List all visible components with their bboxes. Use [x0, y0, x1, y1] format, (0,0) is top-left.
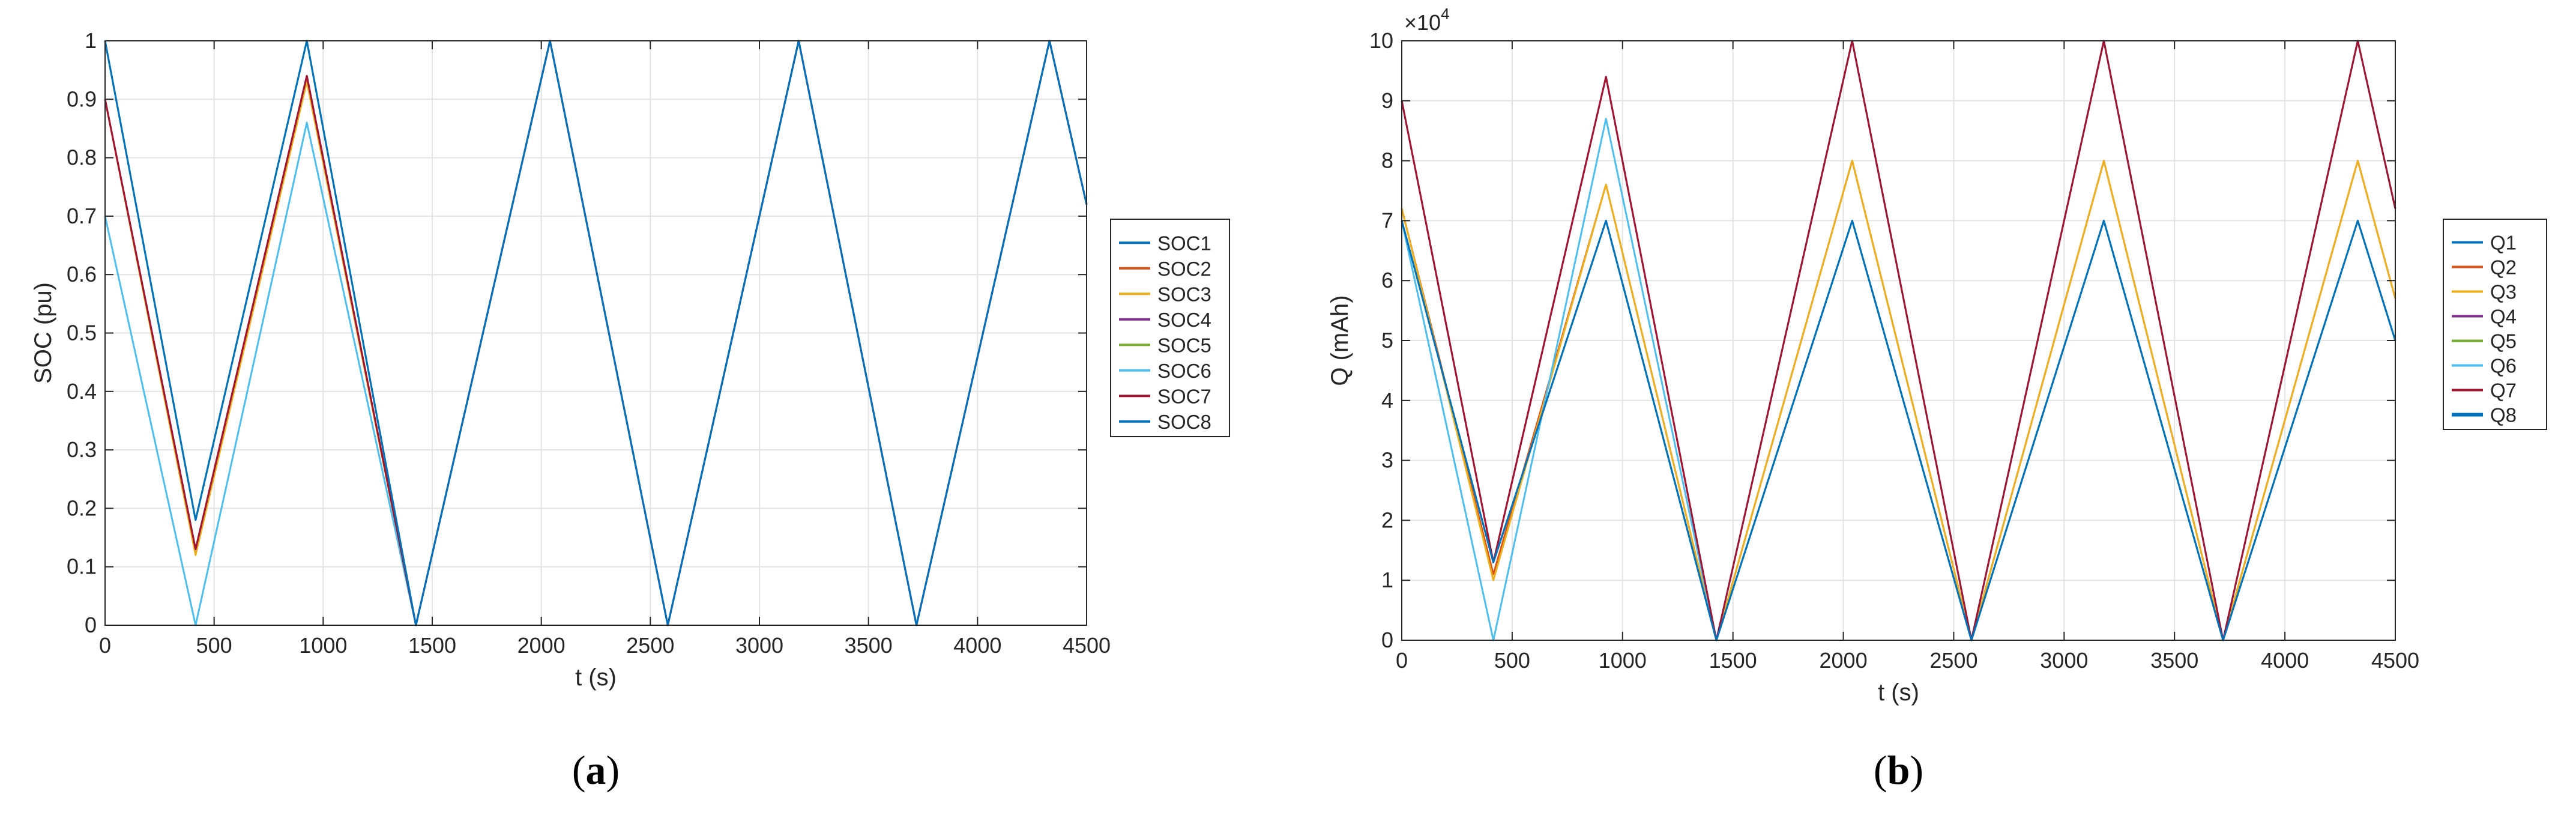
y-tick-label: 6: [1381, 268, 1393, 292]
y-tick-label: 0.4: [67, 379, 97, 404]
y-tick-label: 5: [1381, 328, 1393, 353]
legend-entry: Q5: [2490, 330, 2517, 353]
y-tick-label: 8: [1381, 148, 1393, 173]
legend-entry: SOC4: [1157, 309, 1211, 331]
legend-entry: Q6: [2490, 355, 2517, 377]
x-tick-label: 1000: [1599, 648, 1647, 673]
x-tick-label: 1000: [299, 633, 347, 658]
y-tick-label: 1: [1381, 568, 1393, 592]
y-tick-label: 0.9: [67, 86, 97, 111]
legend-box: [2443, 219, 2547, 430]
legend-entry: SOC8: [1157, 411, 1211, 433]
panel-caption: (b): [1874, 747, 1923, 793]
legend-box: [1110, 219, 1230, 437]
legend: SOC1 SOC2 SOC3 SOC4 SOC5 SOC6 SOC7 SOC8: [1110, 219, 1230, 437]
x-tick-label: 2000: [1820, 648, 1868, 673]
legend-entry: SOC2: [1157, 258, 1211, 280]
x-tick-label: 3500: [845, 633, 893, 658]
y-tick-label: 9: [1381, 88, 1393, 113]
panel-caption: (a): [572, 747, 620, 793]
y-tick-label: 1: [85, 28, 97, 53]
x-tick-label: 0: [1396, 648, 1408, 673]
legend-entry: Q7: [2490, 380, 2517, 402]
y-tick-label: 0.1: [67, 554, 97, 579]
legend-entry: Q3: [2490, 281, 2517, 303]
series-line-q8: [1401, 219, 2397, 641]
x-tick-label: 500: [1494, 648, 1530, 673]
y-tick-label: 0.6: [67, 262, 97, 286]
legend-entry: Q2: [2490, 256, 2517, 279]
y-tick-label: 7: [1381, 208, 1393, 232]
legend-entry: SOC3: [1157, 283, 1211, 305]
y-tick-label: 0: [1381, 628, 1393, 652]
legend-entry: Q1: [2490, 232, 2517, 254]
x-tick-label: 2000: [517, 633, 566, 658]
legend-entry: Q4: [2490, 306, 2517, 328]
x-tick-label: 0: [99, 633, 111, 658]
x-tick-label: 4000: [2261, 648, 2309, 673]
x-axis-label: t (s): [1878, 679, 1919, 706]
y-tick-label: 0.7: [67, 204, 97, 228]
legend-entry: SOC7: [1157, 385, 1211, 407]
x-tick-label: 1500: [408, 633, 456, 658]
x-tick-label: 500: [196, 633, 232, 658]
y-tick-label: 10: [1369, 28, 1393, 53]
y-tick-label: 3: [1381, 448, 1393, 473]
legend-entry: SOC5: [1157, 334, 1211, 356]
legend-entry: Q8: [2490, 404, 2517, 426]
y-tick-label: 0.3: [67, 437, 97, 462]
x-tick-label: 4500: [2371, 648, 2419, 673]
x-tick-label: 3000: [2040, 648, 2088, 673]
y-axis-label: Q (mAh): [1327, 295, 1353, 386]
y-tick-label: 2: [1381, 507, 1393, 532]
y-tick-label: 0.8: [67, 145, 97, 170]
legend-entry: SOC1: [1157, 232, 1211, 254]
x-tick-label: 2500: [626, 633, 674, 658]
x-tick-label: 1500: [1709, 648, 1757, 673]
y-axis-label: SOC (pu): [30, 282, 56, 384]
y-tick-label: 0.2: [67, 495, 97, 520]
chart-b: 0 500 1000 1500 2000 2500 3000 3500 4000 4500 0 1 2 3…: [1327, 5, 2547, 793]
legend-entry: SOC6: [1157, 360, 1211, 382]
series-line-soc8: [104, 40, 1088, 626]
y-tick-label: 0: [85, 613, 97, 637]
x-tick-label: 2500: [1929, 648, 1977, 673]
x-tick-label: 3500: [2150, 648, 2198, 673]
x-tick-label: 4500: [1063, 633, 1111, 658]
series-line-q7: [1401, 40, 2397, 641]
chart-a: 0 500 1000 1500 2000 2500 3000 3500 4000 4500 0 0.1…: [30, 28, 1230, 793]
y-tick-label: 4: [1381, 388, 1393, 413]
x-axis-label: t (s): [575, 664, 617, 691]
x-tick-label: 3000: [735, 633, 783, 658]
y-exponent-label: ×104: [1404, 5, 1450, 35]
y-tick-label: 0.5: [67, 321, 97, 345]
x-tick-label: 4000: [953, 633, 1001, 658]
